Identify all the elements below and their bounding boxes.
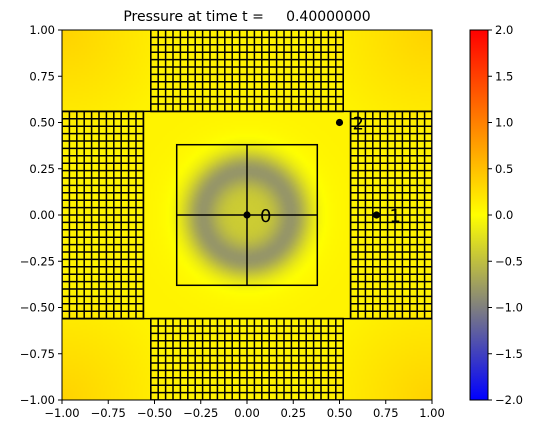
colorbar-tick-label: 1.5 [495, 69, 513, 83]
x-tick-label: −1.00 [44, 406, 79, 420]
y-tick-label: −1.00 [20, 393, 55, 407]
y-tick-label: −0.50 [20, 301, 55, 315]
colorbar-tick-label: 0.0 [495, 208, 513, 222]
colorbar: −2.0 −1.5 −1.0 −0.5 0.0 0.5 1.0 1.5 2.0 [469, 23, 523, 407]
y-tick-label: 0.25 [29, 162, 55, 176]
colorbar-ticks: −2.0 −1.5 −1.0 −0.5 0.0 0.5 1.0 1.5 2.0 [488, 23, 523, 407]
colorbar-tick-label: 2.0 [495, 23, 513, 37]
x-axis: −1.00 −0.75 −0.50 −0.25 0.00 0.25 0.50 0.75 1.00 [44, 400, 445, 420]
chart-title: Pressure at time t = 0.40000000 [123, 9, 370, 25]
colorbar-tick-label: 0.5 [495, 162, 513, 176]
x-tick-label: 1.00 [419, 406, 445, 420]
x-tick-label: 0.75 [373, 406, 399, 420]
x-tick-label: −0.75 [91, 406, 126, 420]
colorbar-gradient [470, 30, 488, 400]
gauge-marker [335, 118, 344, 127]
gauge-label: 0 [260, 206, 271, 227]
x-tick-label: 0.00 [234, 406, 260, 420]
gauge-markers: 0 1 2 [243, 114, 401, 227]
y-axis: −1.00 −0.75 −0.50 −0.25 0.00 0.25 0.50 0.75 1.00 [20, 23, 62, 407]
colorbar-tick-label: 1.0 [495, 116, 513, 130]
y-tick-label: 0.00 [29, 208, 55, 222]
refined-mesh-region [150, 317, 344, 400]
colorbar-tick-label: −1.0 [495, 301, 523, 315]
y-tick-label: 1.00 [29, 23, 55, 37]
refined-mesh-region [150, 30, 344, 113]
refined-mesh-region [62, 110, 145, 320]
gauge-label: 2 [353, 114, 364, 135]
y-tick-label: 0.75 [29, 69, 55, 83]
colorbar-tick-label: −1.5 [495, 347, 523, 361]
plot-area: 0 1 2 [61, 29, 433, 401]
y-tick-label: 0.50 [29, 116, 55, 130]
colorbar-tick-label: −0.5 [495, 254, 523, 268]
mesh-overlay [62, 30, 432, 400]
gauge-label: 1 [390, 206, 401, 227]
x-tick-label: −0.25 [183, 406, 218, 420]
gauge-marker [372, 211, 381, 219]
gauge-marker [243, 211, 251, 219]
y-tick-label: −0.25 [20, 254, 55, 268]
x-tick-label: 0.25 [280, 406, 306, 420]
y-tick-label: −0.75 [20, 347, 55, 361]
x-tick-label: 0.50 [327, 406, 353, 420]
colorbar-tick-label: −2.0 [495, 393, 523, 407]
x-tick-label: −0.50 [137, 406, 172, 420]
